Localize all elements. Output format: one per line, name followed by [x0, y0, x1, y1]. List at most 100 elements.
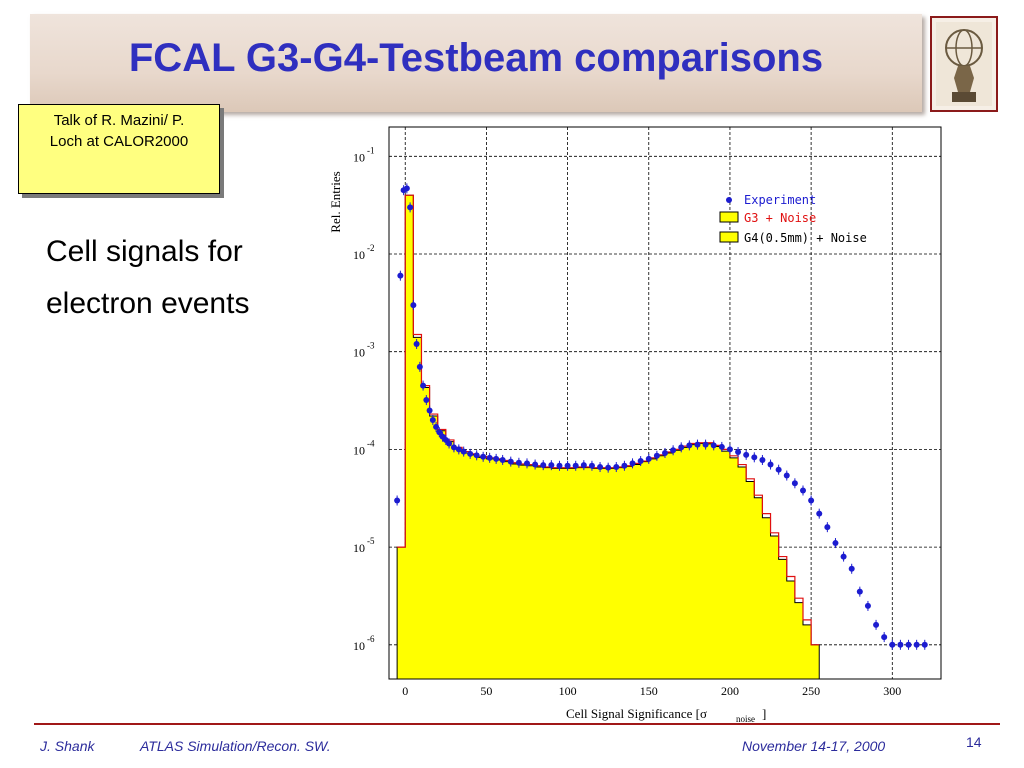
histogram-plot: 0 50 100 150 200 250 300 10 -1 10 -2 10 -3 10 -4 10 -5 10…: [326, 122, 944, 724]
experiment-point: [455, 446, 462, 453]
experiment-point: [856, 588, 863, 595]
experiment-point: [507, 458, 514, 465]
experiment-point: [881, 634, 888, 641]
experiment-point: [524, 460, 530, 467]
legend-g4-label: G4(0.5mm) + Noise: [744, 231, 867, 245]
experiment-point: [743, 451, 750, 458]
legend-experiment-label: Experiment: [744, 193, 816, 207]
x-axis-label-subscript: noise: [736, 714, 755, 724]
experiment-point: [889, 641, 896, 648]
experiment-point: [791, 480, 798, 487]
x-tick-label: 250: [802, 684, 820, 698]
experiment-point: [678, 444, 685, 451]
experiment-point: [840, 553, 847, 560]
legend-g4-swatch: [719, 231, 739, 243]
experiment-point: [702, 441, 709, 448]
experiment-point: [783, 472, 790, 479]
experiment-point: [653, 452, 660, 459]
experiment-point: [759, 456, 766, 463]
page-number: 14: [966, 734, 982, 750]
legend-experiment-marker: [726, 197, 732, 203]
experiment-point: [597, 464, 604, 471]
x-axis-label: Cell Signal Significance [σ: [566, 706, 707, 721]
y-tick-label: 10: [353, 346, 365, 360]
experiment-point: [540, 462, 547, 469]
experiment-point: [499, 456, 506, 463]
experiment-point: [775, 466, 782, 473]
experiment-point: [433, 423, 440, 430]
y-tick-exponent: -6: [367, 634, 375, 644]
note-line-1: Talk of R. Mazini/ P.: [53, 112, 185, 129]
experiment-point: [913, 641, 920, 648]
experiment-point: [824, 524, 831, 531]
x-tick-label: 200: [721, 684, 739, 698]
experiment-point: [446, 440, 453, 447]
reference-note: Talk of R. Mazini/ P. Loch at CALOR2000: [18, 104, 220, 194]
experiment-point: [694, 441, 701, 448]
experiment-point: [905, 641, 912, 648]
experiment-point: [816, 510, 823, 517]
slide-title: FCAL G3-G4-Testbeam comparisons: [128, 36, 824, 80]
experiment-point: [921, 641, 928, 648]
experiment-point: [407, 204, 414, 211]
experiment-point: [548, 462, 555, 469]
experiment-point: [588, 462, 595, 469]
experiment-point: [629, 460, 636, 467]
experiment-point: [410, 302, 417, 309]
experiment-point: [662, 449, 668, 456]
footer-rule: [34, 723, 1000, 725]
y-tick-exponent: -2: [367, 243, 375, 253]
experiment-point: [751, 454, 758, 461]
experiment-point: [460, 448, 467, 455]
experiment-point: [873, 621, 880, 628]
x-tick-label: 100: [559, 684, 577, 698]
bullet-text: Cell signals for electron events: [46, 226, 296, 330]
experiment-point: [413, 340, 420, 347]
y-tick-label: 10: [353, 248, 365, 262]
y-tick-label: 10: [353, 150, 365, 164]
experiment-point: [556, 462, 563, 469]
y-tick-label: 10: [353, 639, 365, 653]
x-tick-label: 0: [402, 684, 408, 698]
experiment-point: [767, 461, 774, 468]
x-tick-label: 300: [883, 684, 901, 698]
experiment-point: [420, 382, 427, 389]
bullet-line-1: Cell signals for: [46, 235, 243, 268]
experiment-point: [710, 442, 717, 449]
y-tick-label: 10: [353, 443, 365, 457]
experiment-point: [718, 443, 725, 450]
experiment-point: [564, 462, 571, 469]
experiment-point: [394, 497, 401, 504]
experiment-point: [572, 462, 579, 469]
experiment-point: [645, 455, 652, 462]
experiment-point: [864, 602, 871, 609]
experiment-point: [670, 447, 677, 454]
chart-svg: 0 50 100 150 200 250 30010-110-210-310-410-510…: [326, 122, 944, 724]
y-tick-exponent: -1: [367, 145, 375, 155]
experiment-point: [403, 185, 410, 192]
experiment-point: [426, 407, 433, 414]
y-axis-label: Rel. Entries: [328, 171, 343, 232]
experiment-point: [832, 540, 839, 547]
footer-date: November 14-17, 2000: [742, 738, 886, 754]
experiment-point: [686, 442, 693, 449]
footer-project: ATLAS Simulation/Recon. SW.: [140, 738, 331, 754]
experiment-point: [580, 462, 587, 469]
experiment-point: [450, 444, 457, 451]
experiment-point: [486, 454, 493, 461]
experiment-point: [416, 363, 423, 370]
title-bar: FCAL G3-G4-Testbeam comparisons: [30, 14, 922, 112]
experiment-point: [515, 459, 522, 466]
experiment-point: [429, 416, 436, 423]
experiment-point: [735, 449, 742, 456]
footer-author: J. Shank: [40, 738, 95, 754]
note-line-2: Loch at CALOR2000: [49, 133, 189, 150]
experiment-point: [473, 452, 480, 459]
y-tick-exponent: -4: [367, 438, 375, 448]
experiment-point: [621, 462, 628, 469]
x-tick-label: 50: [480, 684, 492, 698]
y-tick-exponent: -3: [367, 341, 375, 351]
experiment-point: [808, 497, 815, 504]
experiment-point: [637, 458, 644, 465]
experiment-point: [532, 461, 539, 468]
